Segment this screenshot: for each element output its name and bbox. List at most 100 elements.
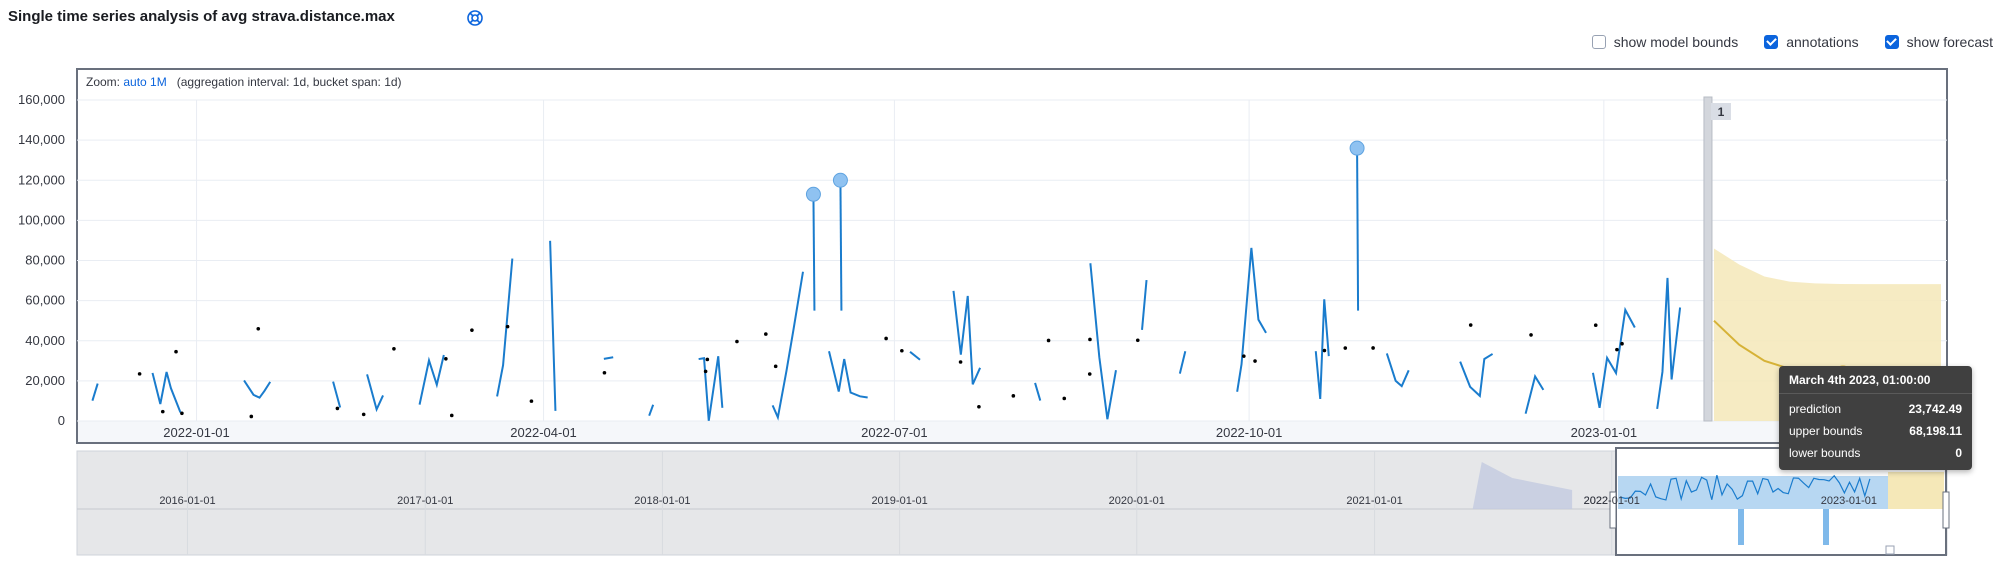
series-point (1371, 346, 1375, 350)
series-point (1468, 323, 1473, 327)
series-point (449, 413, 454, 418)
toggle-show-forecast[interactable]: show forecast (1884, 34, 1993, 50)
series-point (361, 412, 366, 417)
series-point (1242, 354, 1246, 358)
y-tick-label: 100,000 (18, 212, 65, 227)
series-point (1062, 396, 1067, 401)
series-point (703, 369, 708, 374)
tooltip-label: lower bounds (1789, 446, 1861, 460)
series-line-segment (1656, 277, 1682, 409)
series-line-segment (1089, 263, 1117, 420)
y-tick-label: 160,000 (18, 92, 65, 107)
series-line-segment (418, 354, 445, 405)
context-tick-label: 2022-01-01 (1584, 495, 1640, 507)
tooltip-value: 23,742.49 (1908, 402, 1962, 416)
series-point (1253, 359, 1257, 363)
context-tick-label: 2019-01-01 (871, 495, 927, 507)
series-line-segment (952, 290, 982, 385)
toggle-show-model-bounds[interactable]: show model bounds (1591, 34, 1739, 50)
help-lifebuoy-icon[interactable] (466, 9, 484, 27)
y-tick-label: 140,000 (18, 132, 65, 147)
series-line-segment (1314, 299, 1330, 400)
focus-chart-frame (76, 68, 1948, 444)
series-line-segment (549, 240, 557, 411)
context-tick-label: 2020-01-01 (1109, 495, 1165, 507)
series-point (180, 411, 184, 416)
y-tick-label: 40,000 (25, 333, 65, 348)
context-model-band (1472, 462, 1573, 509)
tooltip-value: 68,198.11 (1909, 424, 1962, 438)
series-point (773, 364, 778, 369)
annotation-badge (1710, 103, 1731, 120)
zoom-info: Zoom: auto 1M (aggregation interval: 1d,… (86, 75, 402, 89)
x-axis-band (78, 421, 1946, 442)
actual-series (91, 240, 1682, 421)
brush-handle-left[interactable] (1609, 491, 1617, 529)
series-point (1046, 338, 1051, 343)
series-line-segment (698, 356, 724, 421)
tooltip-row-upper: upper bounds 68,198.11 (1779, 420, 1972, 442)
anomaly-marker (832, 172, 848, 188)
series-point (1011, 394, 1016, 398)
anomaly-marker (1349, 140, 1365, 156)
series-line-segment (1178, 350, 1187, 374)
context-forecast-band (1888, 472, 1944, 509)
series-point (884, 336, 888, 341)
annotation-region (1703, 96, 1713, 422)
zoom-auto-link[interactable]: auto 1M (123, 75, 167, 89)
series-point (705, 357, 710, 362)
series-point (335, 406, 340, 411)
y-tick-label: 60,000 (25, 293, 65, 308)
toggle-label: show forecast (1906, 34, 1993, 50)
series-point (1620, 341, 1624, 346)
series-point (602, 370, 607, 375)
brush-handle-right[interactable] (1942, 491, 1950, 529)
checkbox-annotations[interactable] (1764, 35, 1779, 49)
y-tick-label: 0 (58, 413, 65, 428)
series-point (392, 347, 396, 351)
x-tick-label: 2022-10-01 (1216, 425, 1283, 440)
chart-options: show model bounds annotations show forec… (1591, 34, 1993, 50)
series-point (1529, 333, 1533, 337)
checkbox-show-forecast[interactable] (1884, 35, 1899, 49)
checkbox-model-bounds[interactable] (1591, 35, 1606, 49)
series-point (958, 360, 963, 364)
y-tick-label: 20,000 (25, 373, 65, 388)
series-point (900, 348, 904, 353)
annotation-label: 1 (1718, 105, 1725, 119)
series-point (444, 357, 448, 361)
x-tick-label: 2023-01-01 (1571, 425, 1638, 440)
tooltip-label: upper bounds (1789, 424, 1863, 438)
series-point (174, 349, 178, 354)
series-point (764, 332, 768, 336)
tooltip-row-lower: lower bounds 0 (1779, 442, 1972, 464)
context-anomaly-bar (1738, 509, 1744, 545)
context-tick-label: 2017-01-01 (397, 495, 453, 507)
series-point (505, 324, 510, 329)
y-tick-label: 120,000 (18, 172, 65, 187)
context-tick-label: 2021-01-01 (1346, 495, 1402, 507)
zoom-aggregation-info: (aggregation interval: 1d, bucket span: … (176, 75, 402, 89)
context-tick-label: 2018-01-01 (634, 495, 690, 507)
toggle-label: annotations (1786, 34, 1859, 50)
series-point (735, 339, 739, 344)
series-point (1343, 346, 1348, 350)
series-point (1088, 337, 1092, 342)
series-point (160, 409, 165, 414)
anomaly-spike (812, 194, 816, 311)
tooltip-title: March 4th 2023, 01:00:00 (1779, 366, 1972, 394)
series-point (470, 328, 474, 332)
series-line-segment (1591, 306, 1636, 409)
context-tick-label: 2023-01-01 (1821, 495, 1877, 507)
series-point (1322, 348, 1327, 353)
toggle-label: show model bounds (1613, 34, 1739, 50)
series-line-segment (1524, 373, 1545, 414)
scroll-handle[interactable] (1885, 545, 1895, 555)
series-line-segment (648, 404, 655, 417)
series-line-segment (366, 374, 384, 413)
series-line-segment (496, 258, 514, 397)
forecast-tooltip: March 4th 2023, 01:00:00 prediction 23,7… (1779, 366, 1972, 470)
zoom-prefix: Zoom: (86, 75, 121, 89)
series-line-segment (1385, 353, 1410, 388)
toggle-annotations[interactable]: annotations (1764, 34, 1859, 50)
